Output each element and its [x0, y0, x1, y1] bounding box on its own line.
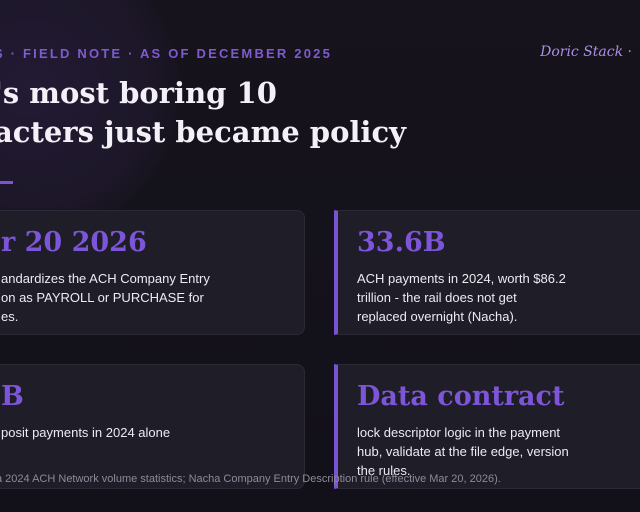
stat-card-data-contract: Data contract lock descriptor logic in t…	[334, 364, 640, 489]
card-body-line: lock descriptor logic in the payment	[357, 425, 561, 440]
accent-rule	[0, 181, 13, 184]
card-body: andardizes the ACH Company Entry on as P…	[1, 269, 296, 326]
stat-card-volume: 33.6B ACH payments in 2024, worth $86.2 …	[334, 210, 640, 335]
card-body-line: andardizes the ACH Company Entry	[1, 271, 210, 286]
card-title: Data contract	[357, 381, 565, 412]
card-body-line: posit payments in 2024 alone	[1, 425, 171, 440]
card-body-line: es.	[1, 309, 19, 324]
headline: 's most boring 10 acters just became pol…	[0, 74, 406, 152]
card-title: 33.6B	[357, 227, 446, 258]
card-body-line: the rules.	[357, 463, 411, 478]
stat-card-deposits: B posit payments in 2024 alone	[0, 364, 305, 489]
card-body: posit payments in 2024 alone	[1, 423, 296, 442]
card-body: lock descriptor logic in the payment hub…	[357, 423, 637, 480]
card-body-line: replaced overnight (Nacha).	[357, 309, 518, 324]
author-name: Doric Stack ·	[540, 44, 632, 60]
stat-card-date: r 20 2026 andardizes the ACH Company Ent…	[0, 210, 305, 335]
source-footnote: a 2024 ACH Network volume statistics; Na…	[0, 473, 501, 485]
card-body-line: on as PAYROLL or PURCHASE for	[1, 290, 204, 305]
card-body: ACH payments in 2024, worth $86.2 trilli…	[357, 269, 637, 326]
card-body-line: hub, validate at the file edge, version	[357, 444, 569, 459]
card-body-line: ACH payments in 2024, worth $86.2	[357, 271, 566, 286]
card-title: B	[1, 381, 24, 412]
headline-line-1: 's most boring 10	[0, 76, 277, 110]
headline-line-2: acters just became policy	[0, 115, 406, 149]
kicker-label: S · FIELD NOTE · AS OF DECEMBER 2025	[0, 46, 333, 61]
card-body-line: trillion - the rail does not get	[357, 290, 517, 305]
card-title: r 20 2026	[1, 227, 147, 258]
